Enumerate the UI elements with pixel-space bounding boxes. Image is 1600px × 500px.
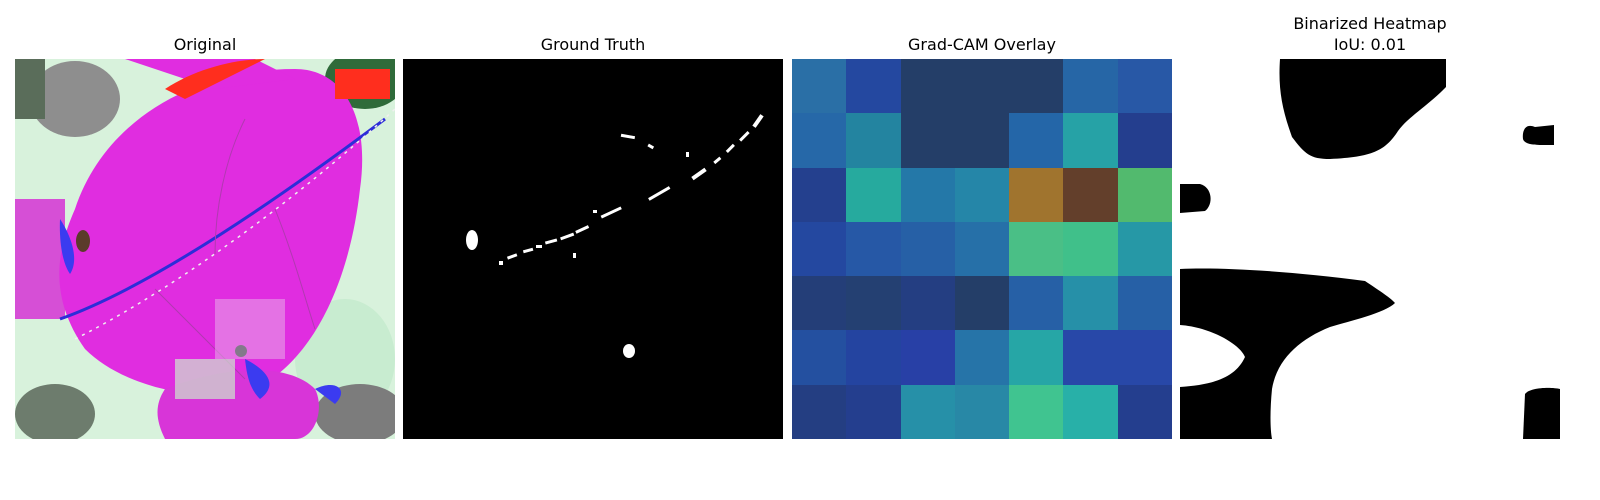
heatmap-cell (1118, 222, 1172, 276)
heatmap-cell (901, 385, 955, 439)
heatmap-cell (1009, 222, 1063, 276)
panel-ground-truth: Ground Truth (403, 0, 783, 500)
heatmap-cell (1009, 59, 1063, 113)
heatmap-cell (955, 385, 1009, 439)
panel-title: Ground Truth (540, 35, 646, 54)
heatmap-cell (846, 168, 901, 222)
heatmap-cell (792, 330, 846, 385)
panel-subtitle: IoU: 0.01 (1333, 35, 1407, 54)
heatmap-cell (1063, 168, 1118, 222)
heatmap-cell (846, 59, 901, 113)
heatmap-cell (1063, 385, 1118, 439)
heatmap-cell (792, 168, 846, 222)
heatmap-cell (1118, 168, 1172, 222)
heatmap-cell (1063, 330, 1118, 385)
heatmap-cell (955, 59, 1009, 113)
heatmap-cell (792, 222, 846, 276)
heatmap-cell (901, 276, 955, 330)
heatmap-cell (901, 222, 955, 276)
heatmap-cell (955, 330, 1009, 385)
heatmap-cell (1009, 113, 1063, 168)
heatmap-cell (955, 113, 1009, 168)
heatmap-cell (1063, 276, 1118, 330)
panel-title: Binarized Heatmap (1293, 14, 1447, 33)
panel-title: Original (173, 35, 237, 54)
heatmap-cell (901, 330, 955, 385)
gradcam-heatmap (792, 59, 1172, 439)
original-image (15, 59, 395, 439)
heatmap-cell (846, 276, 901, 330)
heatmap-cell (955, 222, 1009, 276)
heatmap-cell (1118, 276, 1172, 330)
ground-truth-mask (403, 59, 783, 439)
heatmap-cell (846, 113, 901, 168)
heatmap-cell (955, 168, 1009, 222)
heatmap-cell (1118, 330, 1172, 385)
heatmap-cell (1063, 222, 1118, 276)
panel-original: Original (15, 0, 395, 500)
heatmap-cell (792, 113, 846, 168)
heatmap-cell (792, 276, 846, 330)
heatmap-cell (901, 59, 955, 113)
heatmap-cell (1009, 385, 1063, 439)
heatmap-cell (1118, 59, 1172, 113)
heatmap-cell (901, 113, 955, 168)
heatmap-cell (846, 385, 901, 439)
binarized-mask (1180, 59, 1560, 439)
heatmap-cell (1118, 113, 1172, 168)
heatmap-cell (846, 222, 901, 276)
heatmap-cell (1063, 59, 1118, 113)
heatmap-cell (792, 59, 846, 113)
heatmap-cell (1118, 385, 1172, 439)
panel-binarized-heatmap: Binarized Heatmap IoU: 0.01 (1180, 0, 1560, 500)
heatmap-cell (1063, 113, 1118, 168)
heatmap-cell (846, 330, 901, 385)
heatmap-cell (792, 385, 846, 439)
panel-gradcam-overlay: Grad-CAM Overlay (792, 0, 1172, 500)
heatmap-cell (955, 276, 1009, 330)
panel-title: Grad-CAM Overlay (908, 35, 1056, 54)
heatmap-cell (1009, 330, 1063, 385)
heatmap-cell (901, 168, 955, 222)
heatmap-cell (1009, 276, 1063, 330)
heatmap-cell (1009, 168, 1063, 222)
